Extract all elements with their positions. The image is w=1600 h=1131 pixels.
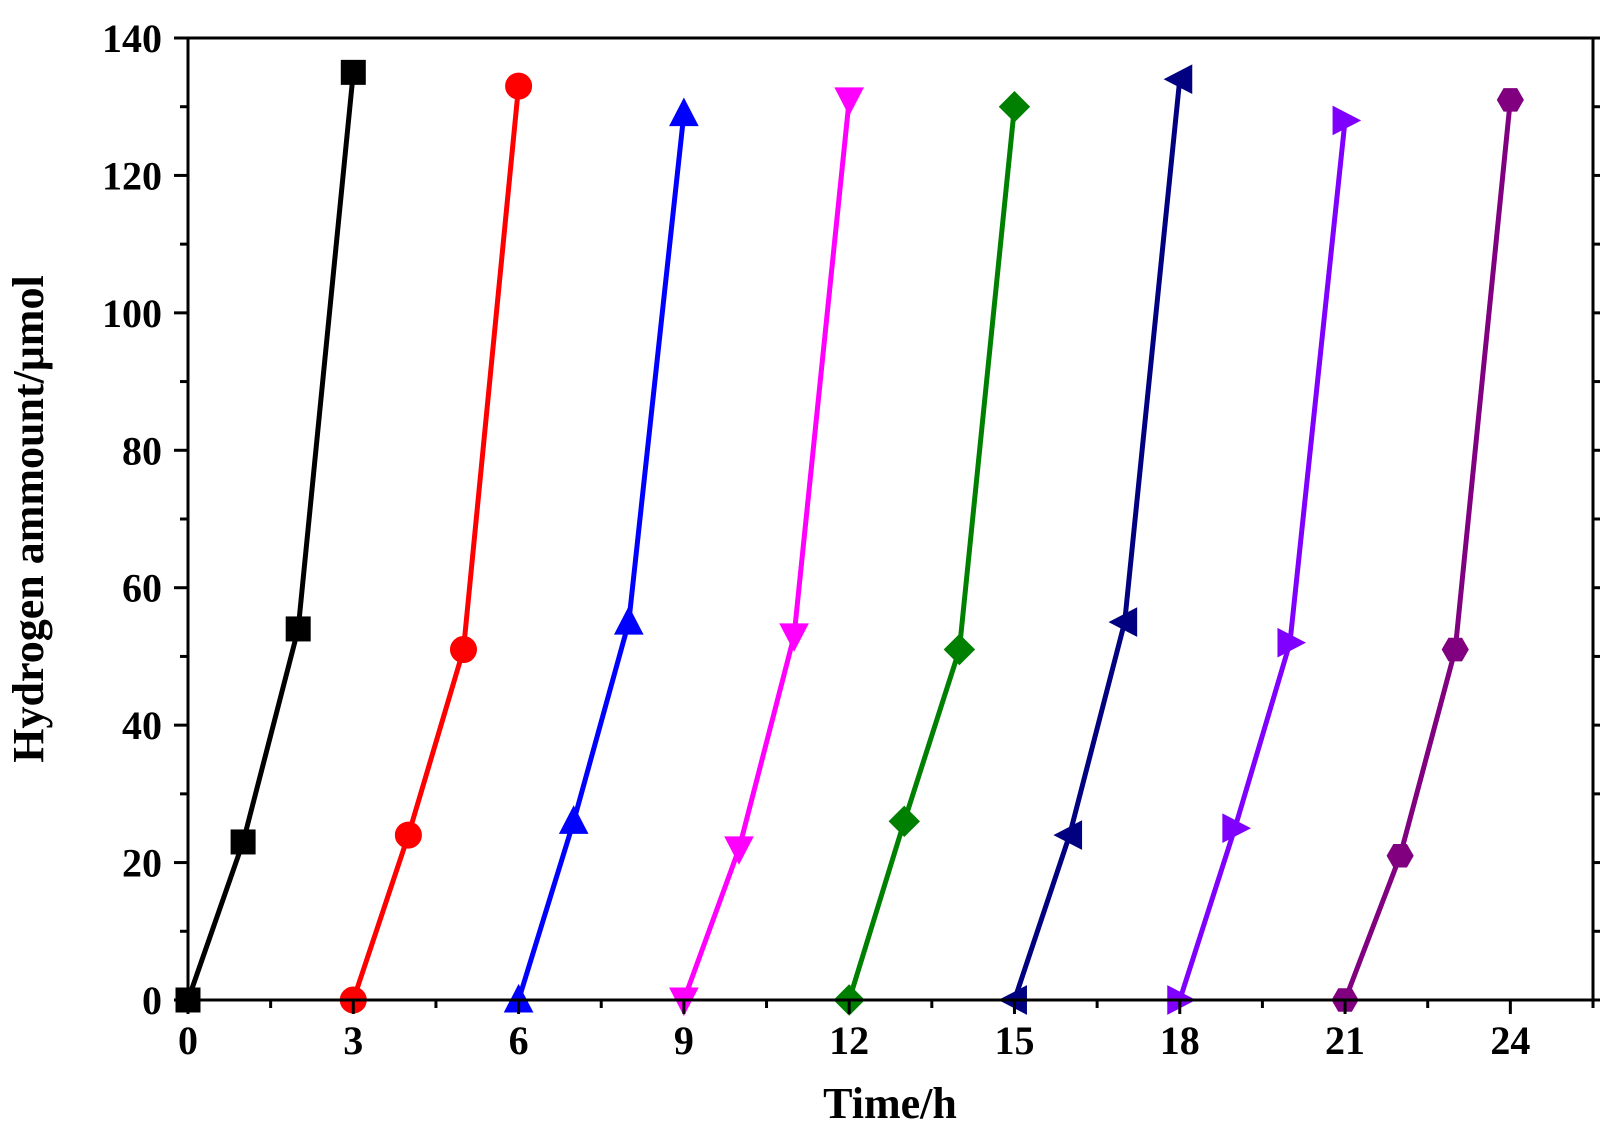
series-line: [350, 85, 522, 1001]
triangle-right-marker: [1277, 627, 1307, 658]
square-marker: [230, 829, 256, 855]
hexagon-marker: [1386, 843, 1414, 868]
triangle-down-marker: [779, 623, 809, 652]
square-marker: [340, 59, 366, 85]
series-5: [833, 91, 1031, 1016]
series-line: [1012, 78, 1183, 1001]
triangle-right-marker: [1222, 813, 1251, 844]
x-tick-label: 21: [1325, 1018, 1365, 1063]
y-axis-title: Hydrogen ammount/μmol: [4, 275, 53, 762]
diamond-marker: [888, 805, 920, 838]
y-tick-label: 80: [122, 428, 162, 473]
series-8: [1331, 88, 1524, 1012]
diamond-marker: [943, 633, 976, 666]
circle-marker: [505, 72, 533, 100]
x-tick-label: 15: [994, 1018, 1034, 1063]
y-tick-label: 60: [122, 566, 162, 611]
circle-marker: [394, 821, 422, 849]
y-tick-label: 40: [122, 703, 162, 748]
x-tick-label: 24: [1490, 1018, 1530, 1063]
series-6: [998, 64, 1193, 1015]
series-1: [175, 59, 366, 1013]
triangle-left-marker: [1108, 607, 1138, 637]
series-layer: [175, 59, 1524, 1017]
series-3: [503, 97, 699, 1013]
y-tick-label: 140: [102, 16, 162, 61]
triangle-left-marker: [1053, 820, 1083, 850]
x-axis-title: Time/h: [823, 1079, 957, 1128]
plot-frame: [186, 36, 1595, 1002]
series-7: [1167, 105, 1362, 1015]
x-tick-label: 9: [674, 1018, 694, 1063]
axis-layer: 0 3 6 9 12 15 18 21 24 0 20 40 60 80 100 120 140: [102, 16, 1600, 1063]
triangle-up-marker: [613, 605, 644, 635]
series-line: [1342, 99, 1513, 1001]
circle-marker: [449, 636, 477, 664]
y-tick-label: 120: [102, 153, 162, 198]
series-line: [846, 106, 1017, 1001]
diamond-marker: [998, 91, 1031, 123]
triangle-down-marker: [724, 836, 754, 865]
triangle-right-marker: [1332, 105, 1362, 136]
series-2: [339, 72, 533, 1014]
x-tick-label: 3: [343, 1018, 363, 1063]
y-tick-label: 100: [102, 291, 162, 336]
triangle-down-marker: [834, 87, 864, 116]
y-tick-label: 20: [122, 841, 162, 886]
y-tick-label: 0: [142, 978, 162, 1023]
series-line: [1177, 120, 1348, 1001]
x-tick-label: 0: [178, 1018, 198, 1063]
x-tick-label: 18: [1160, 1018, 1200, 1063]
hexagon-marker: [1441, 637, 1469, 662]
series-4: [669, 87, 864, 1017]
triangle-up-marker: [558, 805, 589, 834]
x-tick-label: 12: [829, 1018, 869, 1063]
square-marker: [285, 616, 311, 642]
series-line: [681, 99, 852, 1001]
triangle-left-marker: [1163, 64, 1193, 95]
x-tick-label: 6: [509, 1018, 529, 1063]
hexagon-marker: [1496, 88, 1524, 112]
triangle-up-marker: [669, 97, 699, 127]
series-line: [516, 113, 687, 1001]
series-line: [185, 72, 356, 1001]
